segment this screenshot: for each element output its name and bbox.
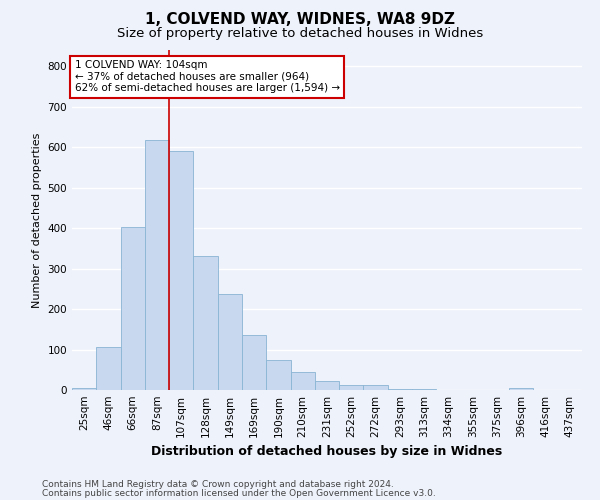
Bar: [266, 360, 290, 390]
Text: 1, COLVEND WAY, WIDNES, WA8 9DZ: 1, COLVEND WAY, WIDNES, WA8 9DZ: [145, 12, 455, 28]
Bar: [290, 372, 315, 390]
Bar: [509, 388, 533, 390]
Bar: [193, 256, 218, 390]
Bar: [145, 140, 169, 390]
Bar: [169, 151, 193, 390]
X-axis label: Distribution of detached houses by size in Widnes: Distribution of detached houses by size …: [151, 446, 503, 458]
Text: 1 COLVEND WAY: 104sqm
← 37% of detached houses are smaller (964)
62% of semi-det: 1 COLVEND WAY: 104sqm ← 37% of detached …: [74, 60, 340, 94]
Bar: [364, 385, 388, 390]
Bar: [218, 294, 242, 390]
Bar: [96, 346, 121, 390]
Bar: [121, 227, 145, 390]
Text: Contains HM Land Registry data © Crown copyright and database right 2024.: Contains HM Land Registry data © Crown c…: [42, 480, 394, 489]
Bar: [242, 334, 266, 390]
Text: Contains public sector information licensed under the Open Government Licence v3: Contains public sector information licen…: [42, 489, 436, 498]
Bar: [72, 388, 96, 390]
Text: Size of property relative to detached houses in Widnes: Size of property relative to detached ho…: [117, 28, 483, 40]
Y-axis label: Number of detached properties: Number of detached properties: [32, 132, 42, 308]
Bar: [339, 385, 364, 390]
Bar: [388, 389, 412, 390]
Bar: [315, 381, 339, 390]
Bar: [412, 389, 436, 390]
